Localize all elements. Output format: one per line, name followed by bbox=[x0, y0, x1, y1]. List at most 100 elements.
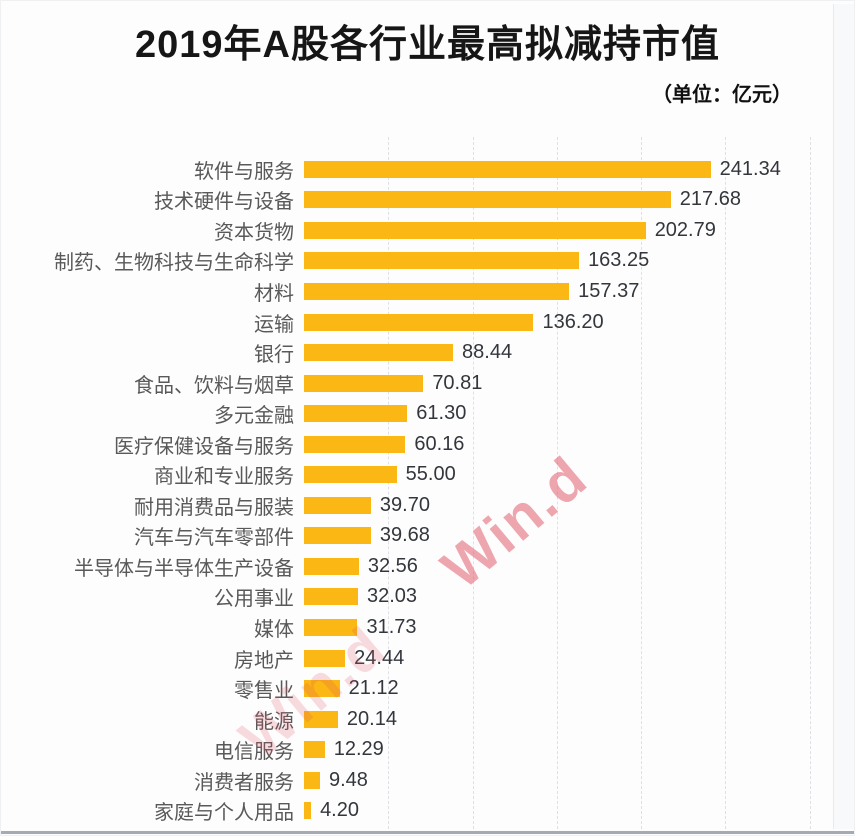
bar-label: 食品、饮料与烟草 bbox=[134, 374, 294, 397]
bar-row: 电信服务 12.29 bbox=[1, 734, 835, 765]
bar bbox=[304, 252, 580, 270]
bar-row: 消费者服务 9.48 bbox=[1, 765, 835, 796]
bar-value: 55.00 bbox=[405, 463, 456, 486]
bar-label: 媒体 bbox=[254, 618, 294, 641]
right-edge-line bbox=[833, 4, 834, 829]
bar-row: 银行 88.44 bbox=[1, 337, 835, 368]
bar bbox=[304, 435, 406, 453]
bar-label: 制药、生物科技与生命科学 bbox=[54, 252, 294, 275]
bar-value: 157.37 bbox=[578, 279, 640, 302]
bar-label: 软件与服务 bbox=[194, 160, 294, 183]
bar bbox=[304, 680, 340, 698]
bar-value: 88.44 bbox=[462, 341, 513, 364]
gridlines bbox=[304, 137, 835, 834]
bar-row: 制药、生物科技与生命科学 163.25 bbox=[1, 246, 835, 277]
bar-label: 技术硬件与设备 bbox=[154, 191, 294, 214]
bar-row: 能源 20.14 bbox=[1, 704, 835, 735]
right-edge-band bbox=[834, 4, 854, 829]
bar-row: 多元金融 61.30 bbox=[1, 398, 835, 429]
gridline bbox=[388, 137, 390, 834]
bar bbox=[304, 405, 408, 423]
bar-row: 汽车与汽车零部件 39.68 bbox=[1, 521, 835, 552]
bar-row: 软件与服务 241.34 bbox=[1, 154, 835, 185]
bar-label: 能源 bbox=[254, 710, 294, 733]
bar-rows: 软件与服务 241.34 技术硬件与设备 217.68 资本货物 202.79 制药、生物科… bbox=[1, 154, 835, 826]
bar bbox=[304, 588, 358, 606]
bar-value: 12.29 bbox=[333, 738, 384, 761]
bar-row: 耐用消费品与服装 39.70 bbox=[1, 490, 835, 521]
bar-label: 运输 bbox=[254, 313, 294, 336]
bar-row: 医疗保健设备与服务 60.16 bbox=[1, 429, 835, 460]
bar-value: 31.73 bbox=[366, 615, 417, 638]
gridline bbox=[556, 137, 558, 834]
bar bbox=[304, 557, 359, 575]
bar-label: 零售业 bbox=[234, 680, 294, 703]
bar-row: 家庭与个人用品 4.20 bbox=[1, 795, 835, 826]
bar bbox=[304, 527, 371, 545]
bar-value: 202.79 bbox=[654, 218, 716, 241]
gridline bbox=[641, 137, 642, 834]
bar-value: 32.03 bbox=[366, 585, 418, 608]
bar bbox=[304, 160, 711, 178]
bar bbox=[304, 649, 346, 667]
bar-value: 32.56 bbox=[367, 554, 418, 577]
plot-area: 软件与服务 241.34 技术硬件与设备 217.68 资本货物 202.79 制药、生物科… bbox=[1, 137, 835, 834]
bar bbox=[304, 313, 534, 331]
bar bbox=[304, 710, 338, 728]
bar bbox=[304, 802, 312, 820]
bar-row: 运输 136.20 bbox=[1, 307, 835, 338]
bar-label: 房地产 bbox=[234, 649, 294, 672]
bar-value: 20.14 bbox=[346, 707, 397, 730]
bar bbox=[304, 771, 320, 789]
bar-value: 9.48 bbox=[328, 768, 368, 791]
bar-value: 163.25 bbox=[588, 249, 650, 272]
bar-row: 房地产 24.44 bbox=[1, 643, 835, 674]
bar-row: 媒体 31.73 bbox=[1, 612, 835, 643]
bar-label: 半导体与半导体生产设备 bbox=[74, 557, 294, 580]
bar-label: 银行 bbox=[254, 344, 294, 367]
bar-value: 39.70 bbox=[379, 493, 430, 516]
bar bbox=[304, 618, 358, 636]
bar-value: 70.81 bbox=[432, 371, 483, 394]
bar-label: 材料 bbox=[254, 282, 294, 305]
bar-value: 217.68 bbox=[679, 188, 741, 211]
gridline bbox=[809, 137, 811, 834]
bar-row: 食品、饮料与烟草 70.81 bbox=[1, 368, 835, 399]
bar-row: 技术硬件与设备 217.68 bbox=[1, 185, 835, 216]
bar bbox=[304, 496, 371, 514]
bar-label: 家庭与个人用品 bbox=[154, 802, 294, 825]
chart-title: 2019年A股各行业最高拟减持市值 bbox=[135, 24, 720, 66]
gridline bbox=[472, 137, 474, 834]
bar-value: 60.16 bbox=[414, 432, 465, 455]
bar-value: 136.20 bbox=[542, 310, 604, 333]
bar-row: 公用事业 32.03 bbox=[1, 582, 835, 613]
bar bbox=[304, 741, 325, 759]
bar-label: 公用事业 bbox=[214, 588, 294, 611]
bar-value: 21.12 bbox=[348, 677, 399, 700]
bar-label: 医疗保健设备与服务 bbox=[114, 435, 294, 458]
bar-label: 电信服务 bbox=[214, 741, 294, 764]
unit-label: （单位：亿元） bbox=[652, 84, 792, 106]
bar-value: 4.20 bbox=[320, 799, 359, 822]
bar bbox=[304, 221, 646, 239]
bar-value: 61.30 bbox=[416, 402, 467, 425]
bar-row: 半导体与半导体生产设备 32.56 bbox=[1, 551, 835, 582]
bar bbox=[304, 191, 671, 209]
bar-label: 汽车与汽车零部件 bbox=[134, 527, 294, 550]
gridline bbox=[725, 137, 727, 834]
bottom-axis-line bbox=[1, 831, 854, 834]
bar bbox=[304, 282, 570, 300]
bar-row: 材料 157.37 bbox=[1, 276, 835, 307]
bar bbox=[304, 466, 397, 484]
bar-label: 耐用消费品与服装 bbox=[134, 496, 294, 519]
bar-label: 资本货物 bbox=[214, 221, 294, 244]
bar-row: 商业和专业服务 55.00 bbox=[1, 459, 835, 490]
bar-row: 零售业 21.12 bbox=[1, 673, 835, 704]
bar-row: 资本货物 202.79 bbox=[1, 215, 835, 246]
bar-label: 多元金融 bbox=[214, 405, 294, 428]
bar bbox=[304, 374, 424, 392]
bar-value: 39.68 bbox=[379, 524, 430, 547]
bar-label: 消费者服务 bbox=[194, 771, 294, 794]
bar bbox=[304, 344, 454, 362]
